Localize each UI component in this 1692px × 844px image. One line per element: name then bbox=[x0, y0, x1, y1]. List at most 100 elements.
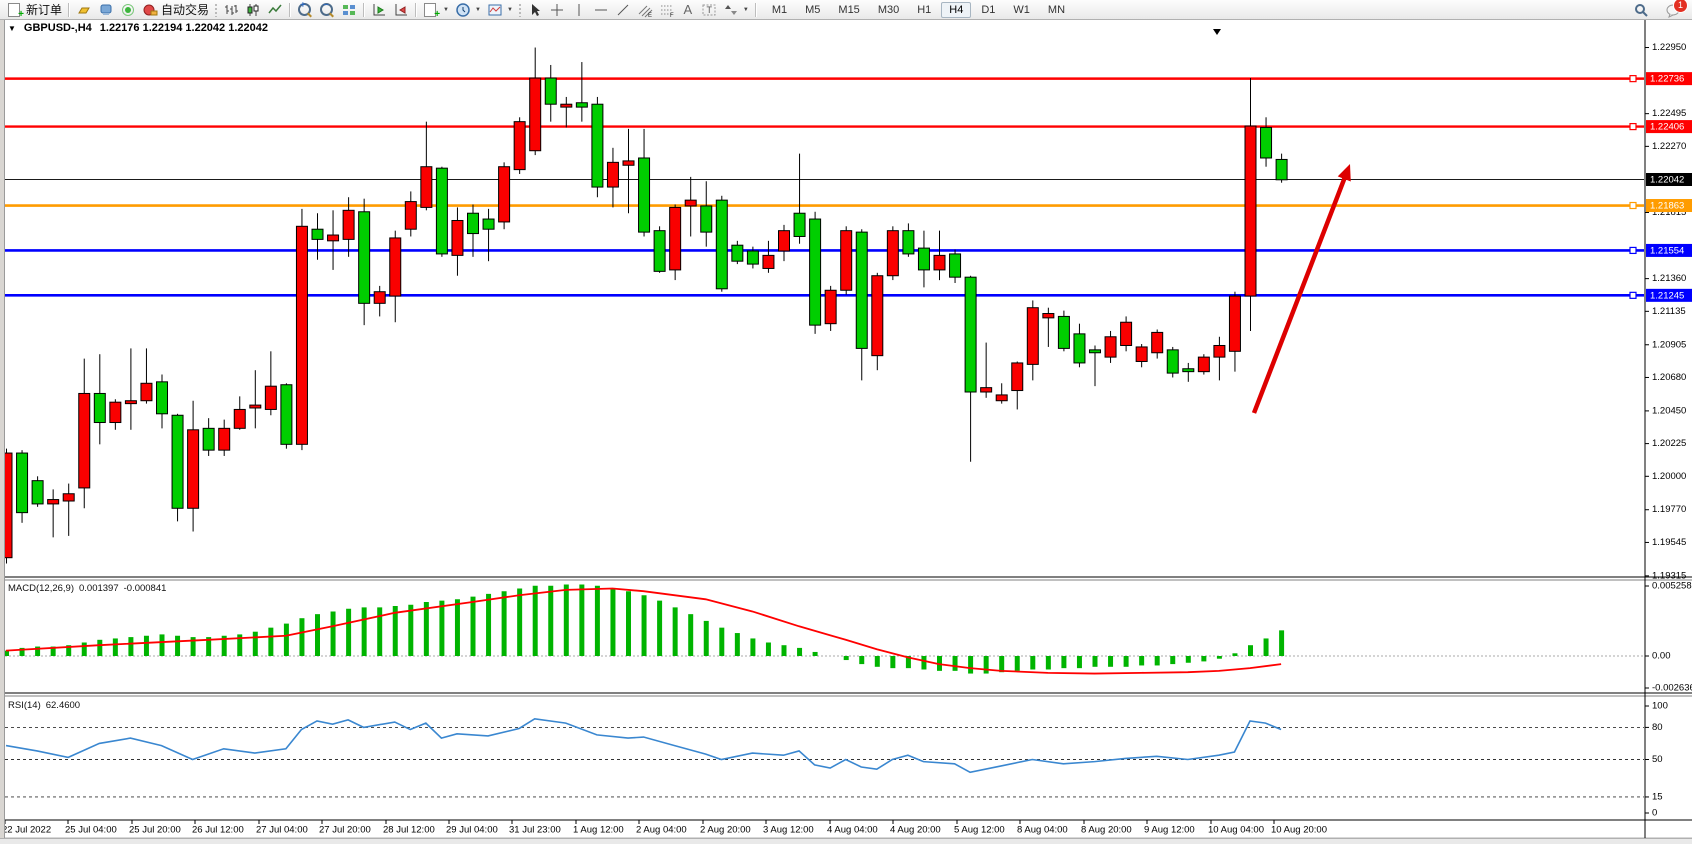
time-tick-label: 27 Jul 04:00 bbox=[256, 825, 308, 836]
new-order-label: 新订单 bbox=[26, 3, 63, 17]
line-anchor-handle[interactable] bbox=[1629, 201, 1637, 210]
notifications-button[interactable]: 1 bbox=[1662, 0, 1688, 18]
cursor-button[interactable] bbox=[524, 1, 546, 18]
equidistant-channel-button[interactable]: E bbox=[634, 1, 656, 19]
vertical-line-icon bbox=[571, 2, 587, 18]
candle-body bbox=[871, 275, 884, 357]
signal-button[interactable] bbox=[117, 1, 139, 18]
candle-body bbox=[420, 166, 433, 208]
tile-windows-button[interactable] bbox=[338, 1, 360, 18]
autotrading-icon bbox=[142, 2, 158, 18]
candle-body bbox=[498, 166, 511, 223]
candle-body bbox=[327, 234, 340, 242]
trendline-button[interactable] bbox=[612, 1, 634, 18]
time-axis[interactable] bbox=[0, 821, 1645, 839]
auto-trading-button[interactable]: 自动交易 bbox=[139, 1, 212, 18]
indicators-icon: + bbox=[423, 2, 440, 19]
price-tick-label: 1.21815 bbox=[1652, 207, 1686, 218]
fibonacci-button[interactable]: F bbox=[656, 1, 678, 19]
candle-body bbox=[482, 218, 495, 230]
collapse-triangle-icon[interactable]: ▼ bbox=[8, 23, 16, 33]
periods-button[interactable]: ▼ bbox=[452, 1, 484, 18]
chart-canvas[interactable]: 1.22950 1.22495 1.22270 1.21815 1.21360 1.211… bbox=[0, 19, 1692, 843]
time-tick-label: 2 Aug 04:00 bbox=[636, 825, 687, 836]
timeframe-w1[interactable]: W1 bbox=[1005, 2, 1038, 18]
candle-body bbox=[1151, 331, 1164, 354]
text-label-button[interactable]: T bbox=[698, 1, 720, 18]
candle-body bbox=[16, 452, 29, 514]
zoom-in-button[interactable]: + bbox=[294, 0, 316, 18]
line-chart-button[interactable] bbox=[264, 1, 286, 18]
candle-body bbox=[389, 237, 402, 297]
candle-body bbox=[1120, 321, 1133, 346]
time-tick-label: 25 Jul 20:00 bbox=[129, 825, 181, 836]
vertical-line-button[interactable] bbox=[568, 1, 590, 18]
terminal-button[interactable] bbox=[95, 1, 117, 18]
crosshair-button[interactable] bbox=[546, 1, 568, 18]
signal-icon bbox=[120, 2, 136, 18]
timeframe-h1[interactable]: H1 bbox=[909, 2, 939, 18]
time-tick-label: 22 Jul 2022 bbox=[2, 825, 51, 836]
candlestick-chart-button[interactable] bbox=[242, 1, 264, 18]
bar-chart-button[interactable] bbox=[220, 1, 242, 18]
search-button[interactable] bbox=[1630, 1, 1652, 18]
candle-body bbox=[824, 289, 837, 325]
macd-label: MACD(12,26,9) 0.001397 -0.000841 bbox=[8, 583, 166, 594]
zoom-out-button[interactable]: − bbox=[316, 0, 338, 18]
timeframe-m15[interactable]: M15 bbox=[830, 2, 867, 18]
candle-body bbox=[700, 205, 713, 233]
rsi-panel[interactable] bbox=[5, 696, 1644, 820]
candle-body bbox=[1213, 344, 1226, 358]
candle-body bbox=[1166, 349, 1179, 374]
indicators-button[interactable]: + ▼ bbox=[420, 1, 452, 19]
arrows-button[interactable]: ▼ bbox=[720, 1, 752, 18]
autoscroll-icon bbox=[371, 2, 387, 18]
price-tick-label: 1.22270 bbox=[1652, 141, 1686, 152]
candle-body bbox=[1244, 125, 1257, 297]
toolbar-right: 1 bbox=[1630, 0, 1688, 18]
timeframe-mn[interactable]: MN bbox=[1040, 2, 1073, 18]
timeframe-m1[interactable]: M1 bbox=[764, 2, 795, 18]
timeframe-m30[interactable]: M30 bbox=[870, 2, 907, 18]
macd-signal-value: -0.000841 bbox=[123, 583, 167, 594]
candle-body bbox=[218, 427, 231, 451]
new-order-button[interactable]: + 新订单 bbox=[4, 1, 65, 19]
line-anchor-handle[interactable] bbox=[1629, 291, 1637, 299]
line-anchor-handle[interactable] bbox=[1629, 75, 1637, 83]
time-tick-label: 25 Jul 04:00 bbox=[65, 825, 117, 836]
gold-bar-icon bbox=[76, 2, 92, 18]
trend-arrow-head[interactable] bbox=[1337, 164, 1351, 182]
toolbar: + 新订单 自动交易 + − + ▼ bbox=[0, 0, 1692, 20]
gold-button[interactable] bbox=[73, 1, 95, 18]
macd-axis-label: -0.002636 bbox=[1652, 683, 1692, 694]
candle-body bbox=[93, 392, 106, 424]
line-anchor-handle[interactable] bbox=[1629, 246, 1637, 255]
timeframe-d1[interactable]: D1 bbox=[973, 2, 1003, 18]
candle-body bbox=[342, 209, 355, 240]
auto-scroll-button[interactable] bbox=[368, 1, 390, 18]
time-tick-label: 10 Aug 20:00 bbox=[1271, 825, 1327, 836]
price-tick-label: 1.21360 bbox=[1652, 273, 1686, 284]
price-line-badge-label: 1.21245 bbox=[1650, 290, 1684, 301]
rsi-label: RSI(14) 62.4600 bbox=[8, 700, 80, 711]
price-line-badge-label: 1.22736 bbox=[1650, 74, 1684, 85]
candle-body bbox=[964, 276, 977, 393]
line-anchor-handle[interactable] bbox=[1629, 122, 1637, 131]
chart-shift-marker[interactable] bbox=[1213, 29, 1221, 35]
trendline-icon bbox=[615, 2, 631, 18]
trend-arrow-shaft[interactable] bbox=[1251, 172, 1349, 414]
timeframe-h4[interactable]: H4 bbox=[941, 1, 972, 18]
chart-shift-button[interactable] bbox=[390, 1, 412, 18]
main-chart-panel[interactable] bbox=[5, 36, 1644, 577]
horizontal-line-button[interactable] bbox=[590, 1, 612, 18]
price-tick-label: 1.20905 bbox=[1652, 339, 1686, 350]
macd-panel[interactable] bbox=[5, 580, 1644, 693]
separator bbox=[68, 2, 71, 17]
templates-button[interactable]: ▼ bbox=[484, 1, 516, 18]
time-tick-label: 27 Jul 20:00 bbox=[319, 825, 371, 836]
candle-body bbox=[995, 394, 1008, 402]
text-button[interactable]: A bbox=[678, 1, 698, 18]
text-label-icon: T bbox=[701, 2, 717, 18]
candle-body bbox=[233, 408, 246, 429]
timeframe-m5[interactable]: M5 bbox=[797, 2, 828, 18]
